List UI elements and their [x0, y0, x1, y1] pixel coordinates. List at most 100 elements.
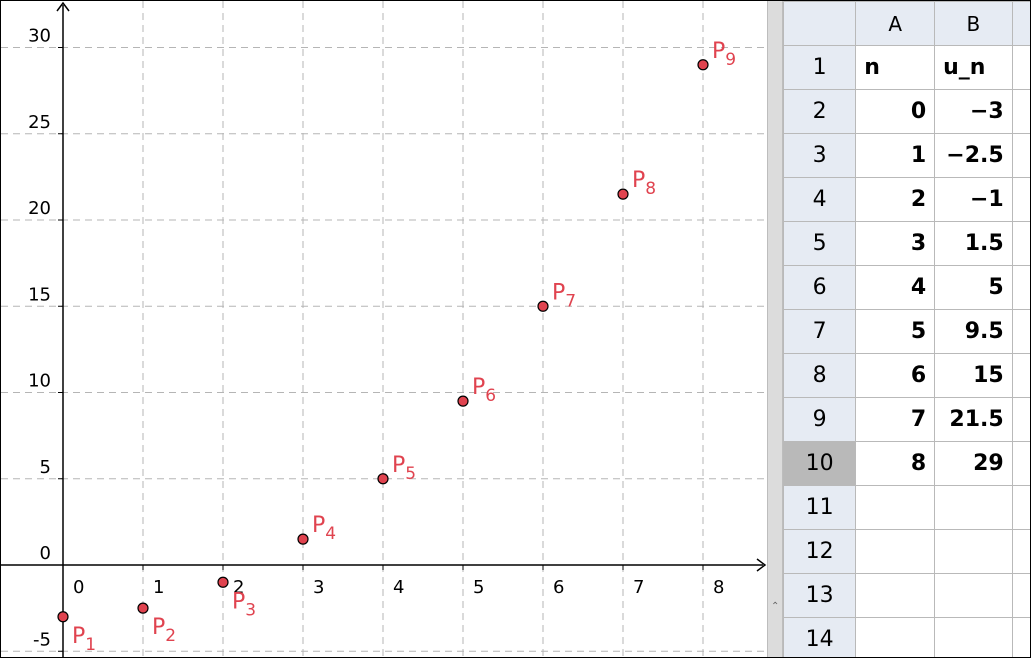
cell-b[interactable]: 29: [934, 441, 1013, 486]
cell-b[interactable]: −3: [934, 89, 1013, 134]
cell-c[interactable]: [1011, 573, 1030, 618]
view-splitter[interactable]: ⌃: [767, 1, 783, 657]
x-tick-label: 4: [393, 577, 404, 598]
cell-c[interactable]: [1011, 309, 1030, 354]
data-point[interactable]: [537, 300, 549, 312]
cell-c[interactable]: [1011, 485, 1030, 530]
data-point[interactable]: [457, 395, 469, 407]
cell-a[interactable]: 7: [855, 397, 936, 442]
x-tick-label: 3: [313, 577, 324, 598]
cell-c[interactable]: [1011, 177, 1030, 222]
y-tick-label: 20: [28, 198, 51, 219]
cell-b[interactable]: 15: [934, 353, 1013, 398]
row-header[interactable]: 5: [782, 221, 857, 266]
row-header[interactable]: 13: [782, 573, 857, 618]
cell-a[interactable]: 3: [855, 221, 936, 266]
y-tick-label: -5: [33, 629, 51, 650]
point-label: P3: [232, 589, 256, 620]
point-label-subscript: 5: [405, 464, 416, 484]
data-point[interactable]: [377, 473, 389, 485]
column-header-b[interactable]: B: [934, 1, 1013, 46]
cell-a[interactable]: 2: [855, 177, 936, 222]
spreadsheet-view[interactable]: A B 1 n u_n 2 0 −3 3 1 −2.5 4 2 −1 5 3 1.5 6 4 5 7 5 9.5 8 6 15…: [782, 1, 1030, 657]
cell-a[interactable]: 0: [855, 89, 936, 134]
splitter-grip-icon[interactable]: ⌃: [771, 601, 780, 612]
cell-b[interactable]: [934, 529, 1013, 574]
cell-a[interactable]: [855, 617, 936, 657]
corner-cell[interactable]: [782, 1, 857, 46]
data-point[interactable]: [137, 602, 149, 614]
plot-canvas[interactable]: 0 1 2 3 4 5 6 7 8-5051015202530P1P2P3P4P5P6P7P8P…: [1, 1, 769, 658]
cell-b[interactable]: 1.5: [934, 221, 1013, 266]
cell-c[interactable]: [1011, 221, 1030, 266]
table-row: 7 5 9.5: [782, 309, 1030, 354]
cell-b[interactable]: [934, 617, 1013, 657]
cell-c[interactable]: [1011, 265, 1030, 310]
x-tick-label: 1: [153, 577, 164, 598]
x-tick-label: 6: [553, 577, 564, 598]
point-label: P5: [392, 453, 416, 484]
data-point[interactable]: [297, 533, 309, 545]
cell-b[interactable]: [934, 485, 1013, 530]
cell-c[interactable]: [1011, 45, 1030, 90]
cell-b[interactable]: 9.5: [934, 309, 1013, 354]
point-label-letter: P: [472, 375, 485, 400]
row-header[interactable]: 4: [782, 177, 857, 222]
row-header[interactable]: 3: [782, 133, 857, 178]
point-label-subscript: 6: [485, 386, 496, 406]
cell-b[interactable]: u_n: [934, 45, 1013, 90]
spreadsheet-grid[interactable]: A B 1 n u_n 2 0 −3 3 1 −2.5 4 2 −1 5 3 1.5 6 4 5 7 5 9.5 8 6 15…: [782, 1, 1030, 657]
x-tick-label: 7: [633, 577, 644, 598]
table-row: 11: [782, 485, 1030, 530]
cell-c[interactable]: [1011, 397, 1030, 442]
table-row: 4 2 −1: [782, 177, 1030, 222]
data-point[interactable]: [697, 59, 709, 71]
row-header[interactable]: 1: [782, 45, 857, 90]
cell-a[interactable]: 1: [855, 133, 936, 178]
cell-a[interactable]: 4: [855, 265, 936, 310]
y-tick-label: 0: [40, 543, 51, 564]
point-label-subscript: 1: [85, 635, 96, 655]
row-header[interactable]: 14: [782, 617, 857, 657]
cell-a[interactable]: n: [855, 45, 936, 90]
cell-a[interactable]: [855, 485, 936, 530]
cell-a[interactable]: [855, 573, 936, 618]
column-header-a[interactable]: A: [855, 1, 936, 46]
cell-c[interactable]: [1011, 529, 1030, 574]
row-header[interactable]: 2: [782, 89, 857, 134]
cell-c[interactable]: [1011, 617, 1030, 657]
cell-b[interactable]: −2.5: [934, 133, 1013, 178]
cell-a[interactable]: 8: [855, 441, 936, 486]
data-point[interactable]: [617, 188, 629, 200]
row-header[interactable]: 12: [782, 529, 857, 574]
cell-c[interactable]: [1011, 133, 1030, 178]
cell-b[interactable]: 5: [934, 265, 1013, 310]
point-label-letter: P: [552, 280, 565, 305]
cell-a[interactable]: 5: [855, 309, 936, 354]
cell-c[interactable]: [1011, 89, 1030, 134]
data-point[interactable]: [217, 576, 229, 588]
row-header[interactable]: 8: [782, 353, 857, 398]
row-header[interactable]: 9: [782, 397, 857, 442]
cell-c[interactable]: [1011, 353, 1030, 398]
graphics-view[interactable]: 0 1 2 3 4 5 6 7 8 -5 0 5 10 15 20 25 30 P1 P2 P3 P4 P5 P6 P7 P8 P…: [1, 1, 769, 658]
row-header[interactable]: 6: [782, 265, 857, 310]
column-header-c[interactable]: [1011, 1, 1030, 46]
y-tick-label: 10: [28, 371, 51, 392]
table-row: 2 0 −3: [782, 89, 1030, 134]
y-tick-label: 5: [40, 457, 51, 478]
cell-c[interactable]: [1011, 441, 1030, 486]
cell-b[interactable]: 21.5: [934, 397, 1013, 442]
point-label: P1: [72, 624, 96, 655]
row-header[interactable]: 11: [782, 485, 857, 530]
point-label-subscript: 9: [725, 50, 736, 70]
x-tick-label: 5: [473, 577, 484, 598]
cell-b[interactable]: −1: [934, 177, 1013, 222]
cell-a[interactable]: 6: [855, 353, 936, 398]
cell-b[interactable]: [934, 573, 1013, 618]
row-header[interactable]: 7: [782, 309, 857, 354]
cell-a[interactable]: [855, 529, 936, 574]
row-header[interactable]: 10: [782, 441, 857, 486]
point-label-subscript: 7: [565, 291, 576, 311]
data-point[interactable]: [57, 611, 69, 623]
